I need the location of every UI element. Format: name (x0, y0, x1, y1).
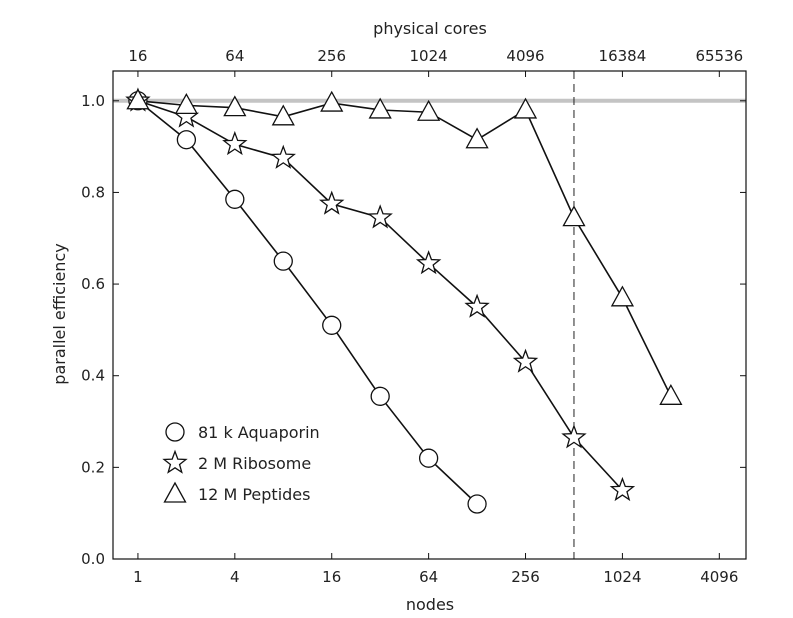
x-tick-label: 1 (133, 568, 143, 586)
data-point-circle (273, 251, 293, 271)
data-point-triangle (223, 95, 247, 117)
data-point-triangle (271, 104, 295, 126)
x-tick-label: 1024 (603, 568, 641, 586)
data-point-star (512, 348, 539, 373)
data-point-triangle (513, 97, 538, 119)
data-point-triangle (465, 127, 489, 149)
data-point-circle (322, 315, 342, 335)
data-point-star (222, 130, 248, 156)
y-tick-label: 1.0 (81, 92, 105, 110)
data-point-triangle (368, 97, 392, 119)
x2-tick-label: 16 (128, 47, 147, 65)
x-tick-label: 256 (511, 568, 540, 586)
series-line-circle (137, 100, 478, 505)
data-point-star (270, 144, 296, 169)
x2-axis-title: physical cores (373, 19, 487, 38)
data-point-triangle (174, 93, 198, 115)
legend-marker-triangle (163, 481, 187, 503)
data-point-circle (467, 494, 487, 514)
data-point-star (609, 476, 636, 502)
plot-area: 1 4 16 64 256 1024 4096 16 64 256 1024 4096 16384 655… (81, 47, 747, 586)
legend: 81 k Aquaporin 2 M Ribosome 12 M Peptides (162, 422, 320, 504)
y-tick-label: 0.4 (81, 367, 105, 385)
data-point-star (464, 293, 490, 318)
legend-marker-circle (165, 422, 185, 442)
y-tick-label: 0.6 (81, 275, 105, 293)
x2-tick-label: 16384 (599, 47, 647, 65)
x2-tick-label: 65536 (695, 47, 743, 65)
data-point-star (561, 424, 587, 449)
data-point-triangle (610, 285, 635, 307)
data-point-triangle (126, 88, 150, 110)
series-line-triangle (137, 99, 672, 397)
data-point-star (415, 250, 442, 275)
x-tick-label: 16 (322, 568, 341, 586)
y-tick-label: 0.8 (81, 183, 105, 201)
x-tick-label: 4 (230, 568, 240, 586)
plot-frame (112, 70, 747, 560)
x2-tick-label: 64 (225, 47, 244, 65)
x2-tick-label: 256 (317, 47, 346, 65)
x-axis-title: nodes (406, 595, 454, 614)
x2-tick-label: 1024 (410, 47, 448, 65)
x-tick-label: 4096 (700, 568, 738, 586)
data-point-triangle (320, 90, 344, 112)
y-axis-title: parallel efficiency (50, 243, 69, 384)
x2-tick-label: 4096 (506, 47, 544, 65)
legend-label: 81 k Aquaporin (198, 423, 320, 442)
data-point-star (319, 190, 345, 215)
data-point-circle (418, 448, 439, 468)
y-tick-label: 0.2 (81, 458, 105, 476)
data-point-circle (176, 130, 197, 150)
data-point-triangle (417, 99, 441, 121)
data-point-circle (370, 386, 390, 406)
x-tick-label: 64 (419, 568, 438, 586)
legend-marker-star (162, 449, 188, 474)
data-point-triangle (562, 205, 586, 227)
legend-label: 12 M Peptides (198, 485, 310, 504)
legend-label: 2 M Ribosome (198, 454, 311, 473)
data-point-circle (225, 189, 245, 209)
data-point-triangle (659, 383, 683, 405)
data-point-star (367, 204, 393, 229)
y-tick-label: 0.0 (81, 550, 105, 568)
